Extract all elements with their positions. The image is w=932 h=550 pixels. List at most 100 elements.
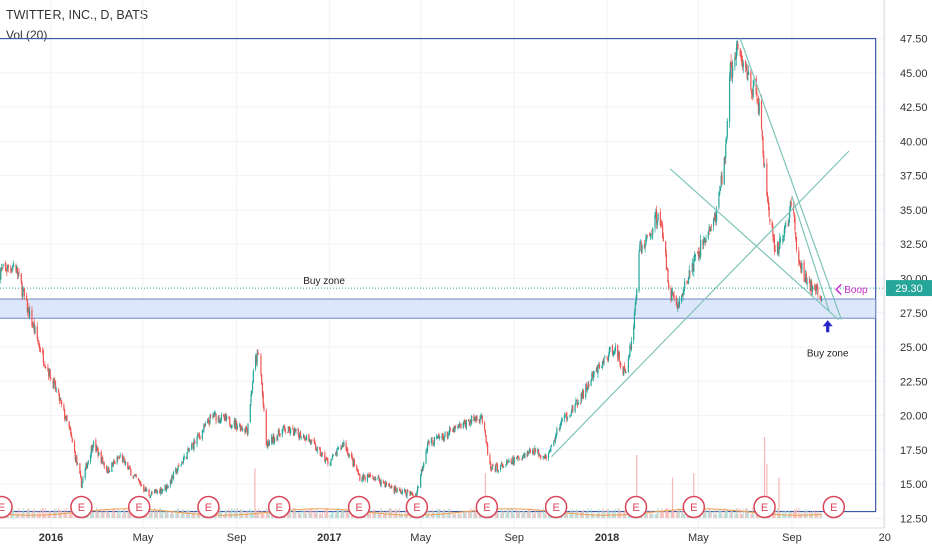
candle-body	[436, 436, 439, 438]
earnings-badge[interactable]: E	[544, 495, 568, 519]
earnings-badge[interactable]: E	[0, 495, 13, 519]
volume-bar	[510, 508, 512, 518]
volume-bar	[656, 514, 658, 518]
volume-bar	[373, 509, 375, 518]
candle-body	[113, 461, 115, 463]
candle-body	[22, 289, 25, 292]
candle-body	[710, 226, 712, 228]
candle-body	[143, 490, 146, 492]
candle-body	[646, 235, 649, 237]
x-tick-label: 2018	[595, 532, 619, 544]
grid-layer	[0, 0, 886, 528]
volume-bar	[289, 509, 291, 518]
candle-body	[778, 247, 780, 254]
volume-bar	[257, 513, 259, 518]
volume-bar	[177, 507, 179, 518]
volume-bar	[821, 513, 823, 518]
volume-bar	[671, 510, 673, 518]
candle-body	[265, 410, 267, 446]
candle-body	[38, 341, 40, 345]
earnings-badge[interactable]: E	[267, 495, 291, 519]
candle-body	[220, 414, 222, 421]
candle-body	[66, 415, 68, 421]
volume-bar	[751, 514, 753, 518]
candle-body	[566, 412, 568, 420]
trendline	[791, 196, 830, 312]
candle-body	[447, 435, 449, 439]
candle-body	[177, 465, 179, 471]
earnings-badge-letter: E	[552, 502, 559, 514]
candle-body	[444, 432, 446, 436]
volume-bar	[627, 513, 629, 518]
candle-body	[373, 478, 375, 480]
candle-body	[48, 371, 50, 377]
volume-bar	[511, 507, 513, 518]
earnings-badge-letter: E	[205, 502, 212, 514]
volume-bar	[617, 507, 619, 518]
volume-bar	[449, 513, 451, 518]
volume-bar	[383, 513, 385, 518]
earnings-badge[interactable]: E	[624, 495, 648, 519]
candle-body	[410, 492, 413, 494]
volume-bar	[366, 512, 368, 518]
candle-body	[362, 476, 364, 480]
candle-body	[571, 406, 573, 412]
candle-body	[591, 373, 593, 382]
volume-bar	[182, 509, 184, 518]
volume-bar	[784, 510, 786, 518]
candle-body	[809, 281, 811, 291]
candle-body	[502, 464, 504, 468]
volume-bar	[261, 511, 263, 518]
volume-bar	[332, 510, 334, 518]
candle-body	[646, 236, 648, 240]
candle-body	[538, 454, 540, 456]
volume-bar	[123, 513, 125, 518]
candle-body	[420, 468, 423, 476]
candle-body	[478, 419, 480, 422]
candle-body	[363, 475, 365, 480]
volume-bar	[119, 510, 121, 518]
earnings-badge[interactable]: E	[475, 495, 499, 519]
earnings-badge[interactable]: E	[753, 495, 776, 519]
earnings-badge[interactable]: E	[347, 495, 371, 519]
volume-bar	[682, 513, 684, 518]
volume-bar	[750, 513, 752, 518]
volume-bar	[454, 514, 456, 518]
candle-body	[819, 296, 821, 299]
candle-body	[731, 62, 733, 79]
candle-body	[510, 459, 512, 464]
candle-body	[313, 439, 315, 443]
volume-bar	[368, 513, 370, 518]
candle-body	[755, 78, 757, 95]
volume-bar	[218, 507, 220, 518]
earnings-badge[interactable]: E	[70, 495, 93, 519]
volume-bar	[731, 510, 733, 518]
candle-body	[207, 419, 210, 423]
candle-body	[406, 490, 408, 497]
candle-body	[127, 467, 130, 469]
candle-body	[790, 201, 792, 206]
volume-bar	[794, 510, 796, 518]
volume-bar	[745, 508, 747, 518]
candle-body	[311, 439, 313, 441]
candle-body	[785, 223, 787, 225]
earnings-badge[interactable]: E	[127, 495, 151, 519]
candle-body	[90, 446, 92, 456]
volume-bar	[718, 508, 720, 518]
candle-body	[720, 176, 722, 187]
candle-body	[521, 459, 523, 461]
earnings-badge[interactable]: E	[197, 495, 220, 519]
volume-bar	[458, 514, 460, 518]
candle-body	[702, 240, 704, 245]
candle-body	[123, 457, 125, 459]
candle-body	[608, 354, 610, 360]
volume-bar	[347, 513, 349, 518]
earnings-badge[interactable]: E	[682, 495, 706, 519]
candle-body	[633, 312, 636, 329]
earnings-badge[interactable]: E	[405, 495, 429, 519]
candle-body	[454, 426, 456, 432]
volume-bar	[497, 511, 499, 518]
volume-bar	[160, 514, 162, 518]
earnings-badge[interactable]: E	[822, 495, 846, 519]
